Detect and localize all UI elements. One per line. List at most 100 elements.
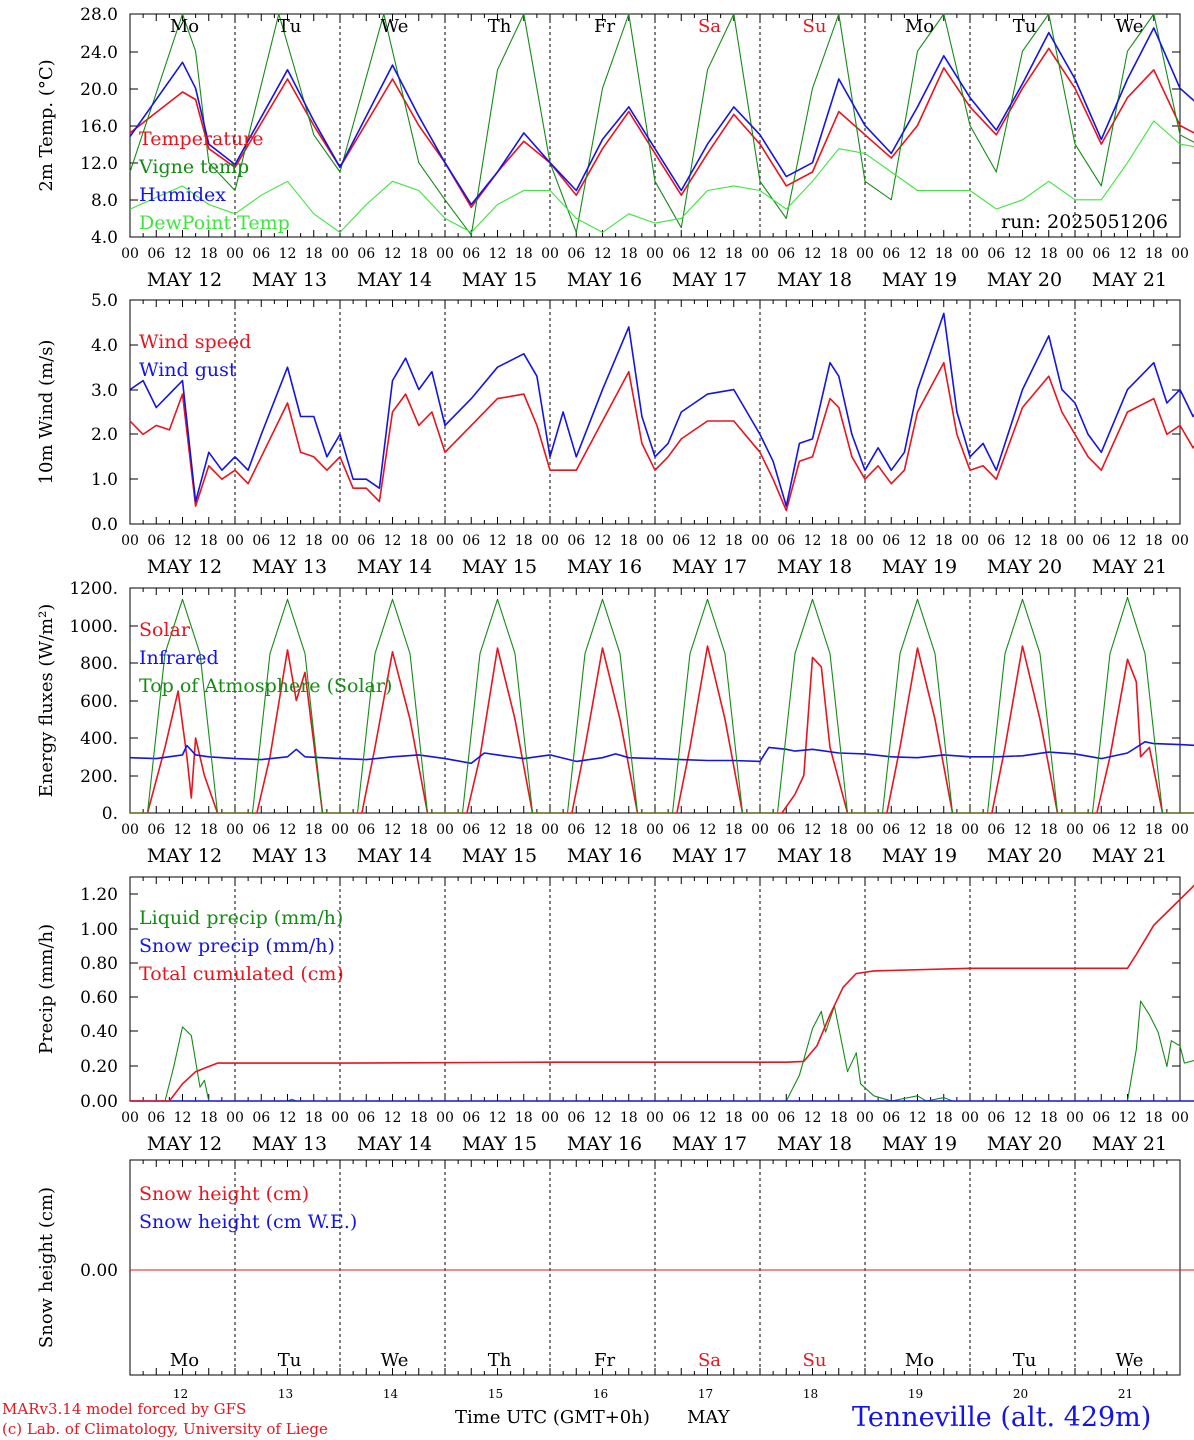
hour-tick-label: 06 bbox=[357, 246, 375, 262]
day-label: MAY 21 bbox=[1092, 556, 1167, 578]
hour-tick-label: 18 bbox=[620, 1110, 638, 1126]
hour-tick-label: 12 bbox=[699, 533, 717, 549]
hour-tick-label: 00 bbox=[541, 1110, 559, 1126]
hour-tick-label: 06 bbox=[777, 822, 795, 838]
series-line-solar bbox=[130, 645, 1194, 814]
y-tick-label: 0.0 bbox=[91, 515, 118, 535]
hour-tick-label: 12 bbox=[1119, 246, 1137, 262]
hour-tick-label: 00 bbox=[331, 246, 349, 262]
hour-tick-label: 12 bbox=[699, 822, 717, 838]
hour-tick-label: 00 bbox=[436, 533, 454, 549]
weekday-label-top: Fr bbox=[594, 16, 615, 37]
weekday-label-top: We bbox=[381, 16, 409, 37]
day-label: MAY 14 bbox=[357, 1133, 432, 1155]
hour-tick-label: 00 bbox=[1171, 533, 1189, 549]
day-label: MAY 19 bbox=[882, 1133, 957, 1155]
hour-tick-label: 12 bbox=[174, 822, 192, 838]
hour-tick-label: 18 bbox=[1040, 246, 1058, 262]
hour-tick-label: 00 bbox=[1171, 1110, 1189, 1126]
y-tick-label: 3.0 bbox=[91, 381, 118, 401]
legend-entry: Snow precip (mm/h) bbox=[139, 935, 335, 957]
y-tick-label: 0.20 bbox=[80, 1057, 118, 1077]
series-line-wind-speed bbox=[129, 361, 1194, 512]
day-label: MAY 16 bbox=[567, 1133, 642, 1155]
hour-tick-label: 00 bbox=[751, 246, 769, 262]
series-line-humidex bbox=[129, 27, 1194, 206]
hour-tick-label: 06 bbox=[987, 533, 1005, 549]
weekday-label-bottom: Tu bbox=[1013, 1350, 1037, 1371]
hour-tick-label: 06 bbox=[462, 246, 480, 262]
weekday-label-top: Mo bbox=[170, 16, 199, 37]
hour-tick-label: 00 bbox=[121, 246, 139, 262]
series-line-total-cumulated-cm- bbox=[130, 884, 1194, 1102]
day-number-label: 14 bbox=[383, 1387, 399, 1401]
hour-tick-label: 18 bbox=[1145, 533, 1163, 549]
hour-tick-label: 18 bbox=[830, 1110, 848, 1126]
hour-tick-label: 06 bbox=[252, 1110, 270, 1126]
y-tick-label: 0. bbox=[102, 804, 118, 824]
weekday-label-top: Sa bbox=[698, 16, 721, 37]
hour-tick-label: 00 bbox=[646, 822, 664, 838]
day-label: MAY 21 bbox=[1092, 1133, 1167, 1155]
day-label: MAY 21 bbox=[1092, 845, 1167, 867]
hour-tick-label: 06 bbox=[462, 822, 480, 838]
hour-tick-label: 00 bbox=[646, 533, 664, 549]
hour-tick-label: 00 bbox=[856, 246, 874, 262]
weekday-label-top: Su bbox=[803, 16, 827, 37]
plot-frame bbox=[129, 299, 1181, 525]
hour-tick-label: 18 bbox=[515, 822, 533, 838]
legend-entry: Humidex bbox=[139, 184, 226, 206]
hour-tick-label: 06 bbox=[567, 822, 585, 838]
hour-tick-label: 00 bbox=[331, 1110, 349, 1126]
series-line-vigne-temp bbox=[129, 13, 1194, 236]
hour-tick-label: 00 bbox=[856, 533, 874, 549]
hour-tick-label: 12 bbox=[1014, 246, 1032, 262]
legend-entry: Wind gust bbox=[139, 359, 237, 381]
panel-4: 0.00 0.20 0.40 0.60 0.80 1.00 1.20 Precip (mm/h… bbox=[36, 876, 1194, 1155]
hour-tick-label: 00 bbox=[436, 822, 454, 838]
hour-tick-label: 18 bbox=[305, 246, 323, 262]
hour-tick-label: 00 bbox=[961, 533, 979, 549]
legend-entry: Liquid precip (mm/h) bbox=[139, 907, 343, 929]
legend-entry: Temperature bbox=[139, 128, 263, 150]
hour-tick-label: 00 bbox=[961, 246, 979, 262]
day-number-label: 13 bbox=[278, 1387, 293, 1401]
y-tick-label: 1.00 bbox=[80, 920, 118, 940]
day-label: MAY 14 bbox=[357, 845, 432, 867]
hour-tick-label: 06 bbox=[567, 533, 585, 549]
y-tick-label: 200. bbox=[80, 767, 118, 787]
hour-tick-label: 06 bbox=[567, 1110, 585, 1126]
weekday-label-bottom: Mo bbox=[905, 1350, 934, 1371]
hour-tick-label: 06 bbox=[882, 246, 900, 262]
hour-tick-label: 00 bbox=[331, 533, 349, 549]
hour-tick-label: 06 bbox=[1092, 246, 1110, 262]
hour-tick-label: 06 bbox=[357, 533, 375, 549]
series-line-wind-gust bbox=[129, 312, 1194, 507]
hour-tick-label: 06 bbox=[882, 533, 900, 549]
y-tick-label: 0.60 bbox=[80, 988, 118, 1008]
hour-tick-label: 06 bbox=[882, 1110, 900, 1126]
hour-tick-label: 06 bbox=[777, 533, 795, 549]
hour-tick-label: 18 bbox=[305, 533, 323, 549]
series-line-infrared bbox=[129, 741, 1194, 765]
hour-tick-label: 00 bbox=[226, 822, 244, 838]
hour-tick-label: 00 bbox=[1066, 246, 1084, 262]
legend-entry: Solar bbox=[139, 619, 191, 641]
hour-tick-label: 00 bbox=[1171, 246, 1189, 262]
lab-credit: (c) Lab. of Climatology, University of L… bbox=[2, 1420, 328, 1438]
day-label: MAY 14 bbox=[357, 556, 432, 578]
y-tick-label: 0.80 bbox=[80, 954, 118, 974]
hour-tick-label: 00 bbox=[961, 1110, 979, 1126]
hour-tick-label: 18 bbox=[935, 1110, 953, 1126]
hour-tick-label: 12 bbox=[279, 1110, 297, 1126]
hour-tick-label: 12 bbox=[489, 822, 507, 838]
hour-tick-label: 18 bbox=[935, 246, 953, 262]
weekday-label-bottom: Tu bbox=[278, 1350, 302, 1371]
hour-tick-label: 06 bbox=[1092, 822, 1110, 838]
series-line-dewpoint-temp bbox=[129, 120, 1194, 233]
y-axis-title: Energy fluxes (W/m²) bbox=[36, 604, 57, 798]
hour-tick-label: 12 bbox=[174, 1110, 192, 1126]
hour-tick-label: 00 bbox=[1066, 533, 1084, 549]
series-line-top-of-atmosphere-solar- bbox=[130, 596, 1194, 814]
hour-tick-label: 06 bbox=[147, 1110, 165, 1126]
